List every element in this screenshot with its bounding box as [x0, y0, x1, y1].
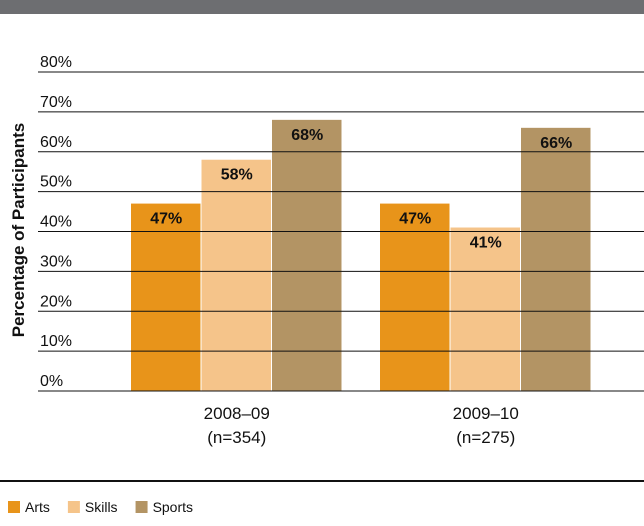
legend-label: Sports: [153, 499, 193, 515]
y-tick-label: 80%: [40, 54, 72, 71]
value-label: 41%: [470, 235, 502, 252]
bar: [272, 119, 342, 391]
y-tick-label: 60%: [40, 134, 72, 151]
bar: [380, 203, 450, 391]
x-tick-note: (n=354): [207, 428, 266, 447]
bar: [450, 227, 520, 391]
y-tick-label: 20%: [40, 293, 72, 310]
value-label: 47%: [399, 211, 431, 228]
x-tick-note: (n=275): [456, 428, 515, 447]
bar: [521, 127, 591, 391]
legend-swatch: [135, 501, 148, 513]
y-tick-label: 40%: [40, 214, 72, 231]
y-tick-label: 50%: [40, 174, 72, 191]
legend-swatch: [67, 501, 80, 513]
y-tick-label: 70%: [40, 94, 72, 111]
x-tick-label: 2009–10: [453, 404, 519, 423]
y-tick-label: 30%: [40, 253, 72, 270]
y-axis-title: Percentage of Participants: [9, 123, 28, 337]
value-label: 47%: [150, 211, 182, 228]
bar: [131, 203, 201, 391]
legend-label: Arts: [25, 499, 50, 515]
value-label: 58%: [221, 167, 253, 184]
y-tick-label: 10%: [40, 333, 72, 350]
y-tick-label: 0%: [40, 373, 63, 390]
top-band: [0, 0, 644, 14]
x-tick-label: 2008–09: [204, 404, 270, 423]
bar: [201, 159, 271, 391]
value-label: 66%: [540, 135, 572, 152]
value-label: 68%: [291, 127, 323, 144]
legend-swatch: [8, 501, 20, 513]
legend-label: Skills: [85, 499, 118, 515]
